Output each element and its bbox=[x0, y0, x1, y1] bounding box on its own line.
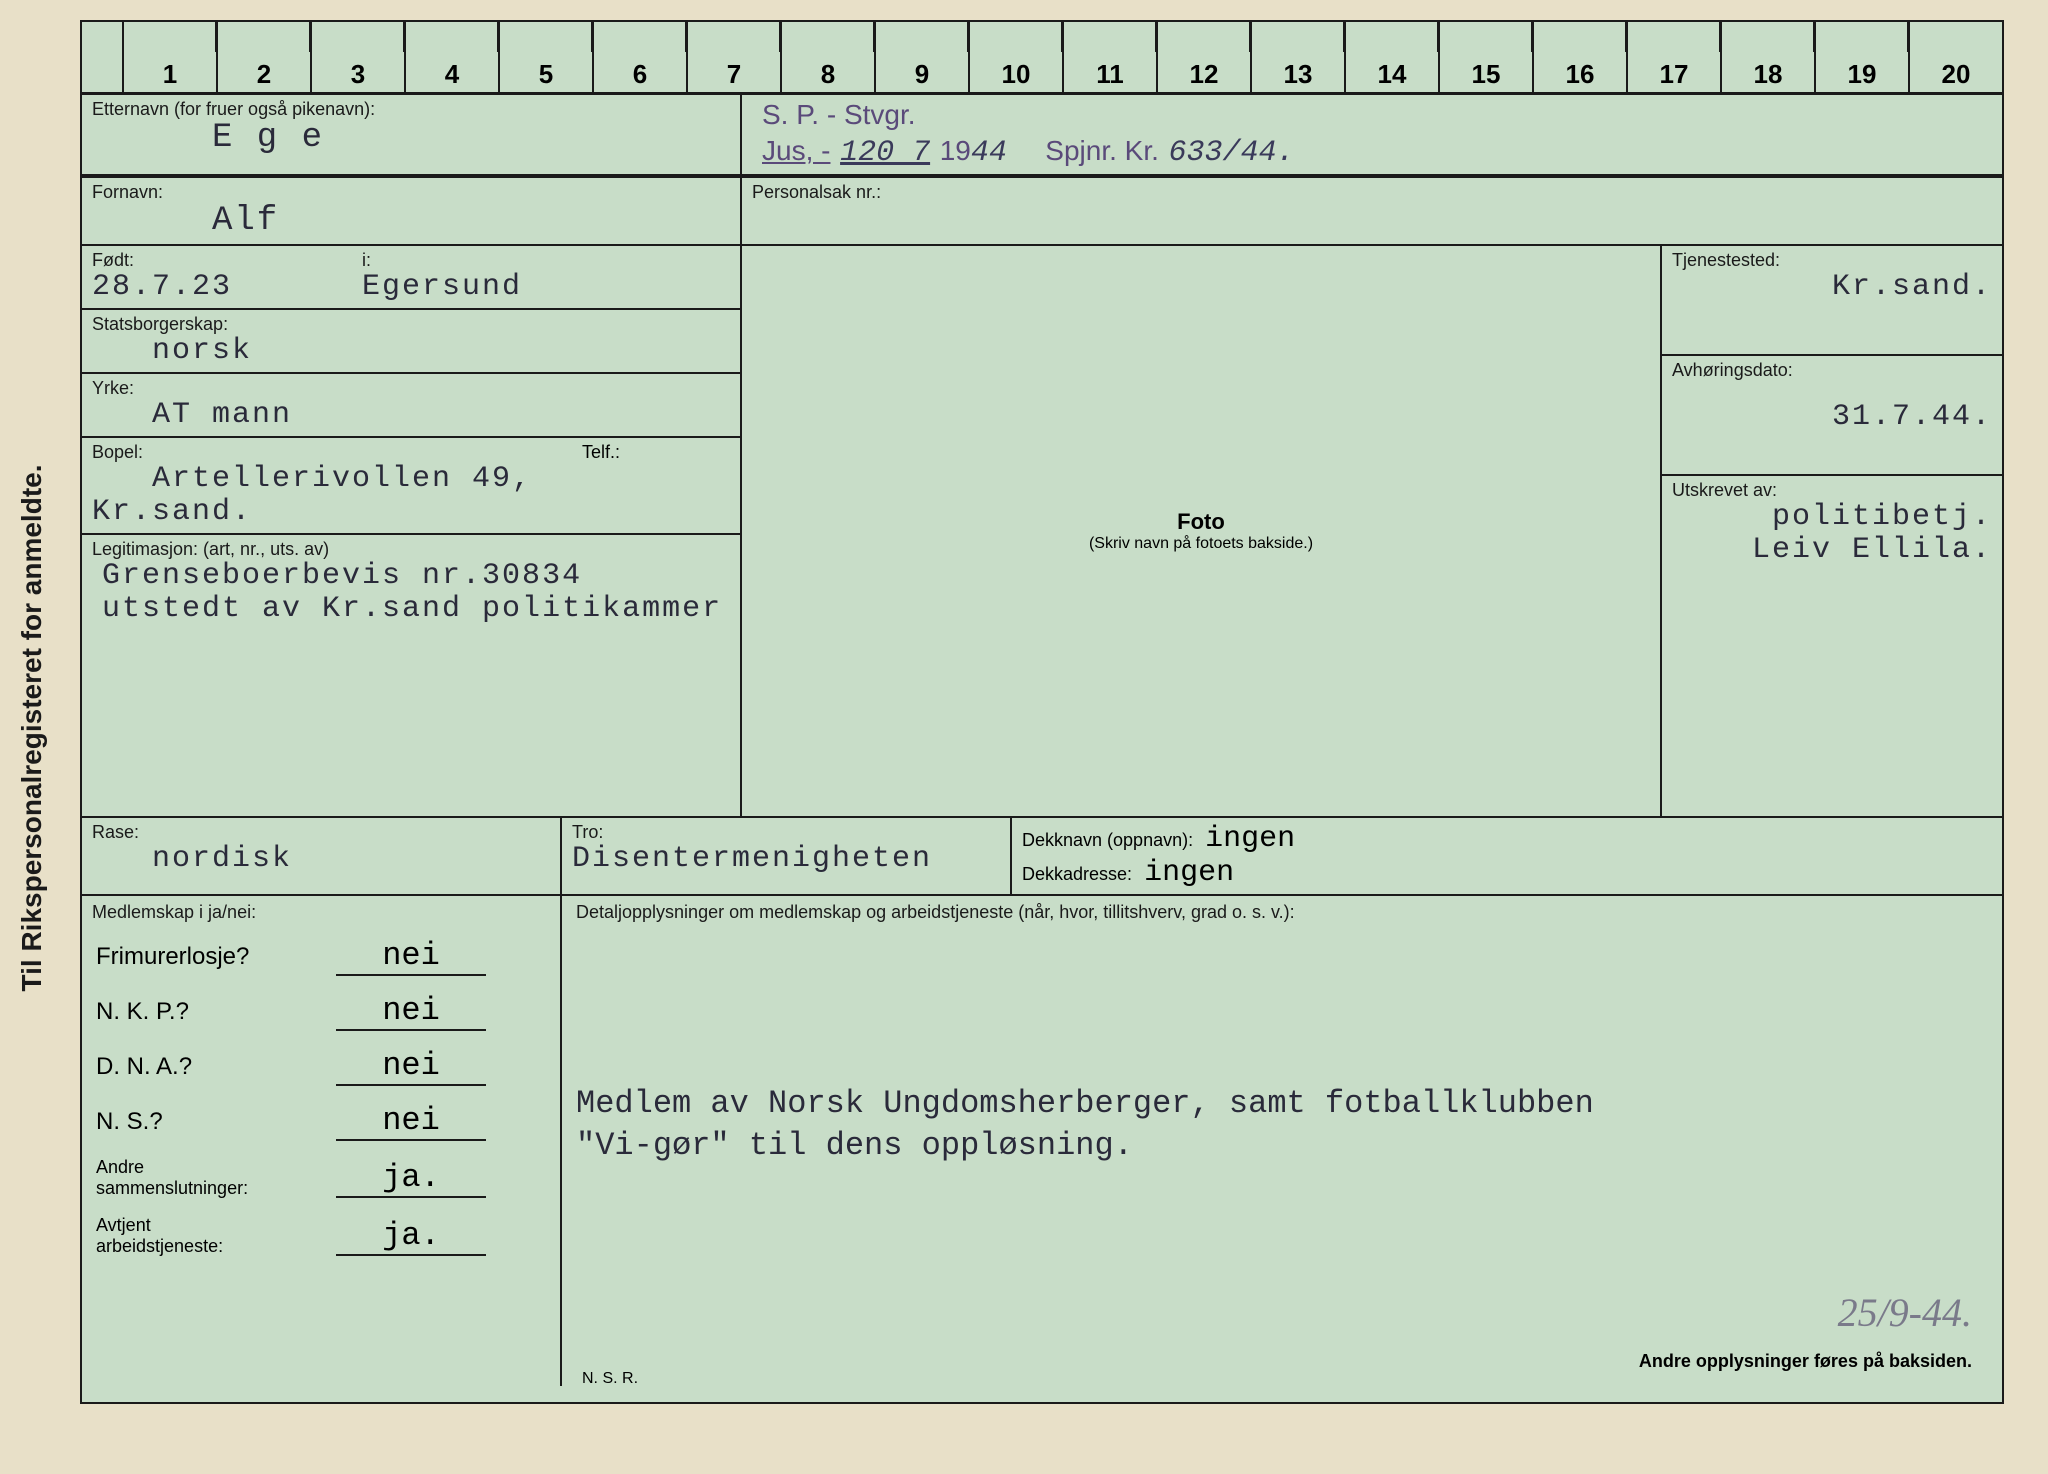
right-column: Tjenestested: Kr.sand. Avhøringsdato: 31… bbox=[1662, 246, 2002, 816]
avhor-label: Avhøringsdato: bbox=[1672, 360, 1992, 381]
member-label: Avtjent arbeidstjeneste: bbox=[96, 1215, 336, 1257]
ruler-cell: 2 bbox=[218, 22, 312, 92]
member-label: Andre sammenslutninger: bbox=[96, 1157, 336, 1199]
stats-value: norsk bbox=[92, 334, 252, 368]
surname-label: Etternavn (for fruer også pikenavn): bbox=[92, 99, 730, 120]
personalsak-label: Personalsak nr.: bbox=[752, 182, 1992, 203]
ruler-cell: 4 bbox=[406, 22, 500, 92]
utskrevet-label: Utskrevet av: bbox=[1672, 480, 1992, 501]
ruler-cell: 7 bbox=[688, 22, 782, 92]
ruler-cell: 13 bbox=[1252, 22, 1346, 92]
ruler-cell: 15 bbox=[1440, 22, 1534, 92]
ruler-cell: 18 bbox=[1722, 22, 1816, 92]
vertical-title: Til Rikspersonalregisteret for anmeldte. bbox=[16, 465, 48, 992]
ruler-cell: 20 bbox=[1910, 22, 2002, 92]
surname-row: Etternavn (for fruer også pikenavn): E g… bbox=[82, 95, 2002, 178]
main-grid: Født: 28.7.23 i: Egersund Statsborgerska… bbox=[82, 246, 2002, 816]
legit-label: Legitimasjon: (art, nr., uts. av) bbox=[92, 539, 730, 560]
yrke-label: Yrke: bbox=[92, 378, 730, 399]
telf-label: Telf.: bbox=[582, 442, 620, 463]
medlemskap-header: Medlemskap i ja/nei: bbox=[82, 896, 560, 929]
ruler-cell: 14 bbox=[1346, 22, 1440, 92]
yrke-value: AT mann bbox=[92, 398, 292, 432]
details-text: Medlem av Norsk Ungdomsherberger, samt f… bbox=[576, 1083, 1988, 1166]
tro-label: Tro: bbox=[572, 822, 1000, 843]
ruler-cell: 16 bbox=[1534, 22, 1628, 92]
rase-label: Rase: bbox=[92, 822, 550, 843]
tro-value: Disentermenigheten bbox=[572, 842, 932, 876]
ruler-cell: 1 bbox=[124, 22, 218, 92]
utskrevet-value: politibetj. Leiv Ellila. bbox=[1672, 501, 1992, 567]
bopel-label: Bopel: bbox=[92, 442, 730, 463]
surname-value: E g e bbox=[92, 119, 324, 157]
nsr-label: N. S. R. bbox=[582, 1370, 638, 1388]
member-label: Frimurerlosje? bbox=[96, 943, 336, 971]
member-value: ja. bbox=[336, 1217, 486, 1256]
member-value: ja. bbox=[336, 1159, 486, 1198]
fornavn-label: Fornavn: bbox=[92, 182, 730, 203]
stats-label: Statsborgerskap: bbox=[92, 314, 730, 335]
ruler-cell: 12 bbox=[1158, 22, 1252, 92]
member-value: nei bbox=[336, 1102, 486, 1141]
ruler-cell: 17 bbox=[1628, 22, 1722, 92]
fodt-value: 28.7.23 bbox=[92, 270, 232, 304]
registry-card: Til Rikspersonalregisteret for anmeldte.… bbox=[80, 20, 2004, 1404]
foto-column: Foto (Skriv navn på fotoets bakside.) bbox=[742, 246, 1662, 816]
member-value: nei bbox=[336, 992, 486, 1031]
ruler-cell: 10 bbox=[970, 22, 1064, 92]
ruler-cell: 11 bbox=[1064, 22, 1158, 92]
ruler-cell: 3 bbox=[312, 22, 406, 92]
bopel-value: Artellerivollen 49, Kr.sand. bbox=[92, 462, 532, 529]
details-column: Detaljopplysninger om medlemskap og arbe… bbox=[562, 896, 2002, 1386]
rase-value: nordisk bbox=[92, 842, 292, 876]
ruler-cell: 8 bbox=[782, 22, 876, 92]
membership-column: Medlemskap i ja/nei: Frimurerlosje? nei … bbox=[82, 896, 562, 1386]
dekknavn-value: ingen bbox=[1205, 822, 1295, 856]
member-label: D. N. A.? bbox=[96, 1053, 336, 1081]
ruler: 1 2 3 4 5 6 7 8 9 10 11 12 13 14 15 16 1… bbox=[82, 22, 2002, 95]
legit-value: Grenseboerbevis nr.30834 utstedt av Kr.s… bbox=[92, 560, 730, 626]
handwritten-date: 25/9-44. bbox=[1838, 1289, 1972, 1336]
member-value: nei bbox=[336, 1047, 486, 1086]
dekkadresse-value: ingen bbox=[1144, 856, 1234, 890]
ruler-cell: 9 bbox=[876, 22, 970, 92]
member-value: nei bbox=[336, 937, 486, 976]
stamp-line1: S. P. - Stvgr. bbox=[762, 99, 1992, 131]
sted-value: Egersund bbox=[362, 270, 522, 304]
sted-label: i: bbox=[362, 250, 752, 271]
dekkadresse-label: Dekkadresse: bbox=[1022, 864, 1132, 885]
avhor-value: 31.7.44. bbox=[1672, 381, 1992, 434]
left-column: Født: 28.7.23 i: Egersund Statsborgerska… bbox=[82, 246, 742, 816]
stamp-line2: Jus, - 120 7 1944 Spjnr. Kr. 633/44. bbox=[762, 135, 1992, 170]
foto-sub: (Skriv navn på fotoets bakside.) bbox=[1089, 535, 1313, 553]
ruler-cell: 19 bbox=[1816, 22, 1910, 92]
details-label: Detaljopplysninger om medlemskap og arbe… bbox=[576, 902, 1988, 923]
tjenested-label: Tjenestested: bbox=[1672, 250, 1992, 271]
fornavn-row: Fornavn: Alf Personalsak nr.: bbox=[82, 178, 2002, 246]
tjenested-value: Kr.sand. bbox=[1672, 271, 1992, 304]
fornavn-value: Alf bbox=[92, 202, 279, 240]
member-label: N. K. P.? bbox=[96, 998, 336, 1026]
ruler-indent bbox=[82, 22, 124, 92]
bottom-grid: Medlemskap i ja/nei: Frimurerlosje? nei … bbox=[82, 896, 2002, 1386]
foto-title: Foto bbox=[1177, 509, 1225, 535]
footer-note: Andre opplysninger føres på baksiden. bbox=[1639, 1351, 1972, 1372]
dekknavn-label: Dekknavn (oppnavn): bbox=[1022, 830, 1193, 851]
rase-row: Rase: nordisk Tro: Disentermenigheten De… bbox=[82, 818, 2002, 896]
member-label: N. S.? bbox=[96, 1108, 336, 1136]
ruler-cell: 6 bbox=[594, 22, 688, 92]
fodt-label: Født: bbox=[92, 250, 362, 271]
ruler-cell: 5 bbox=[500, 22, 594, 92]
